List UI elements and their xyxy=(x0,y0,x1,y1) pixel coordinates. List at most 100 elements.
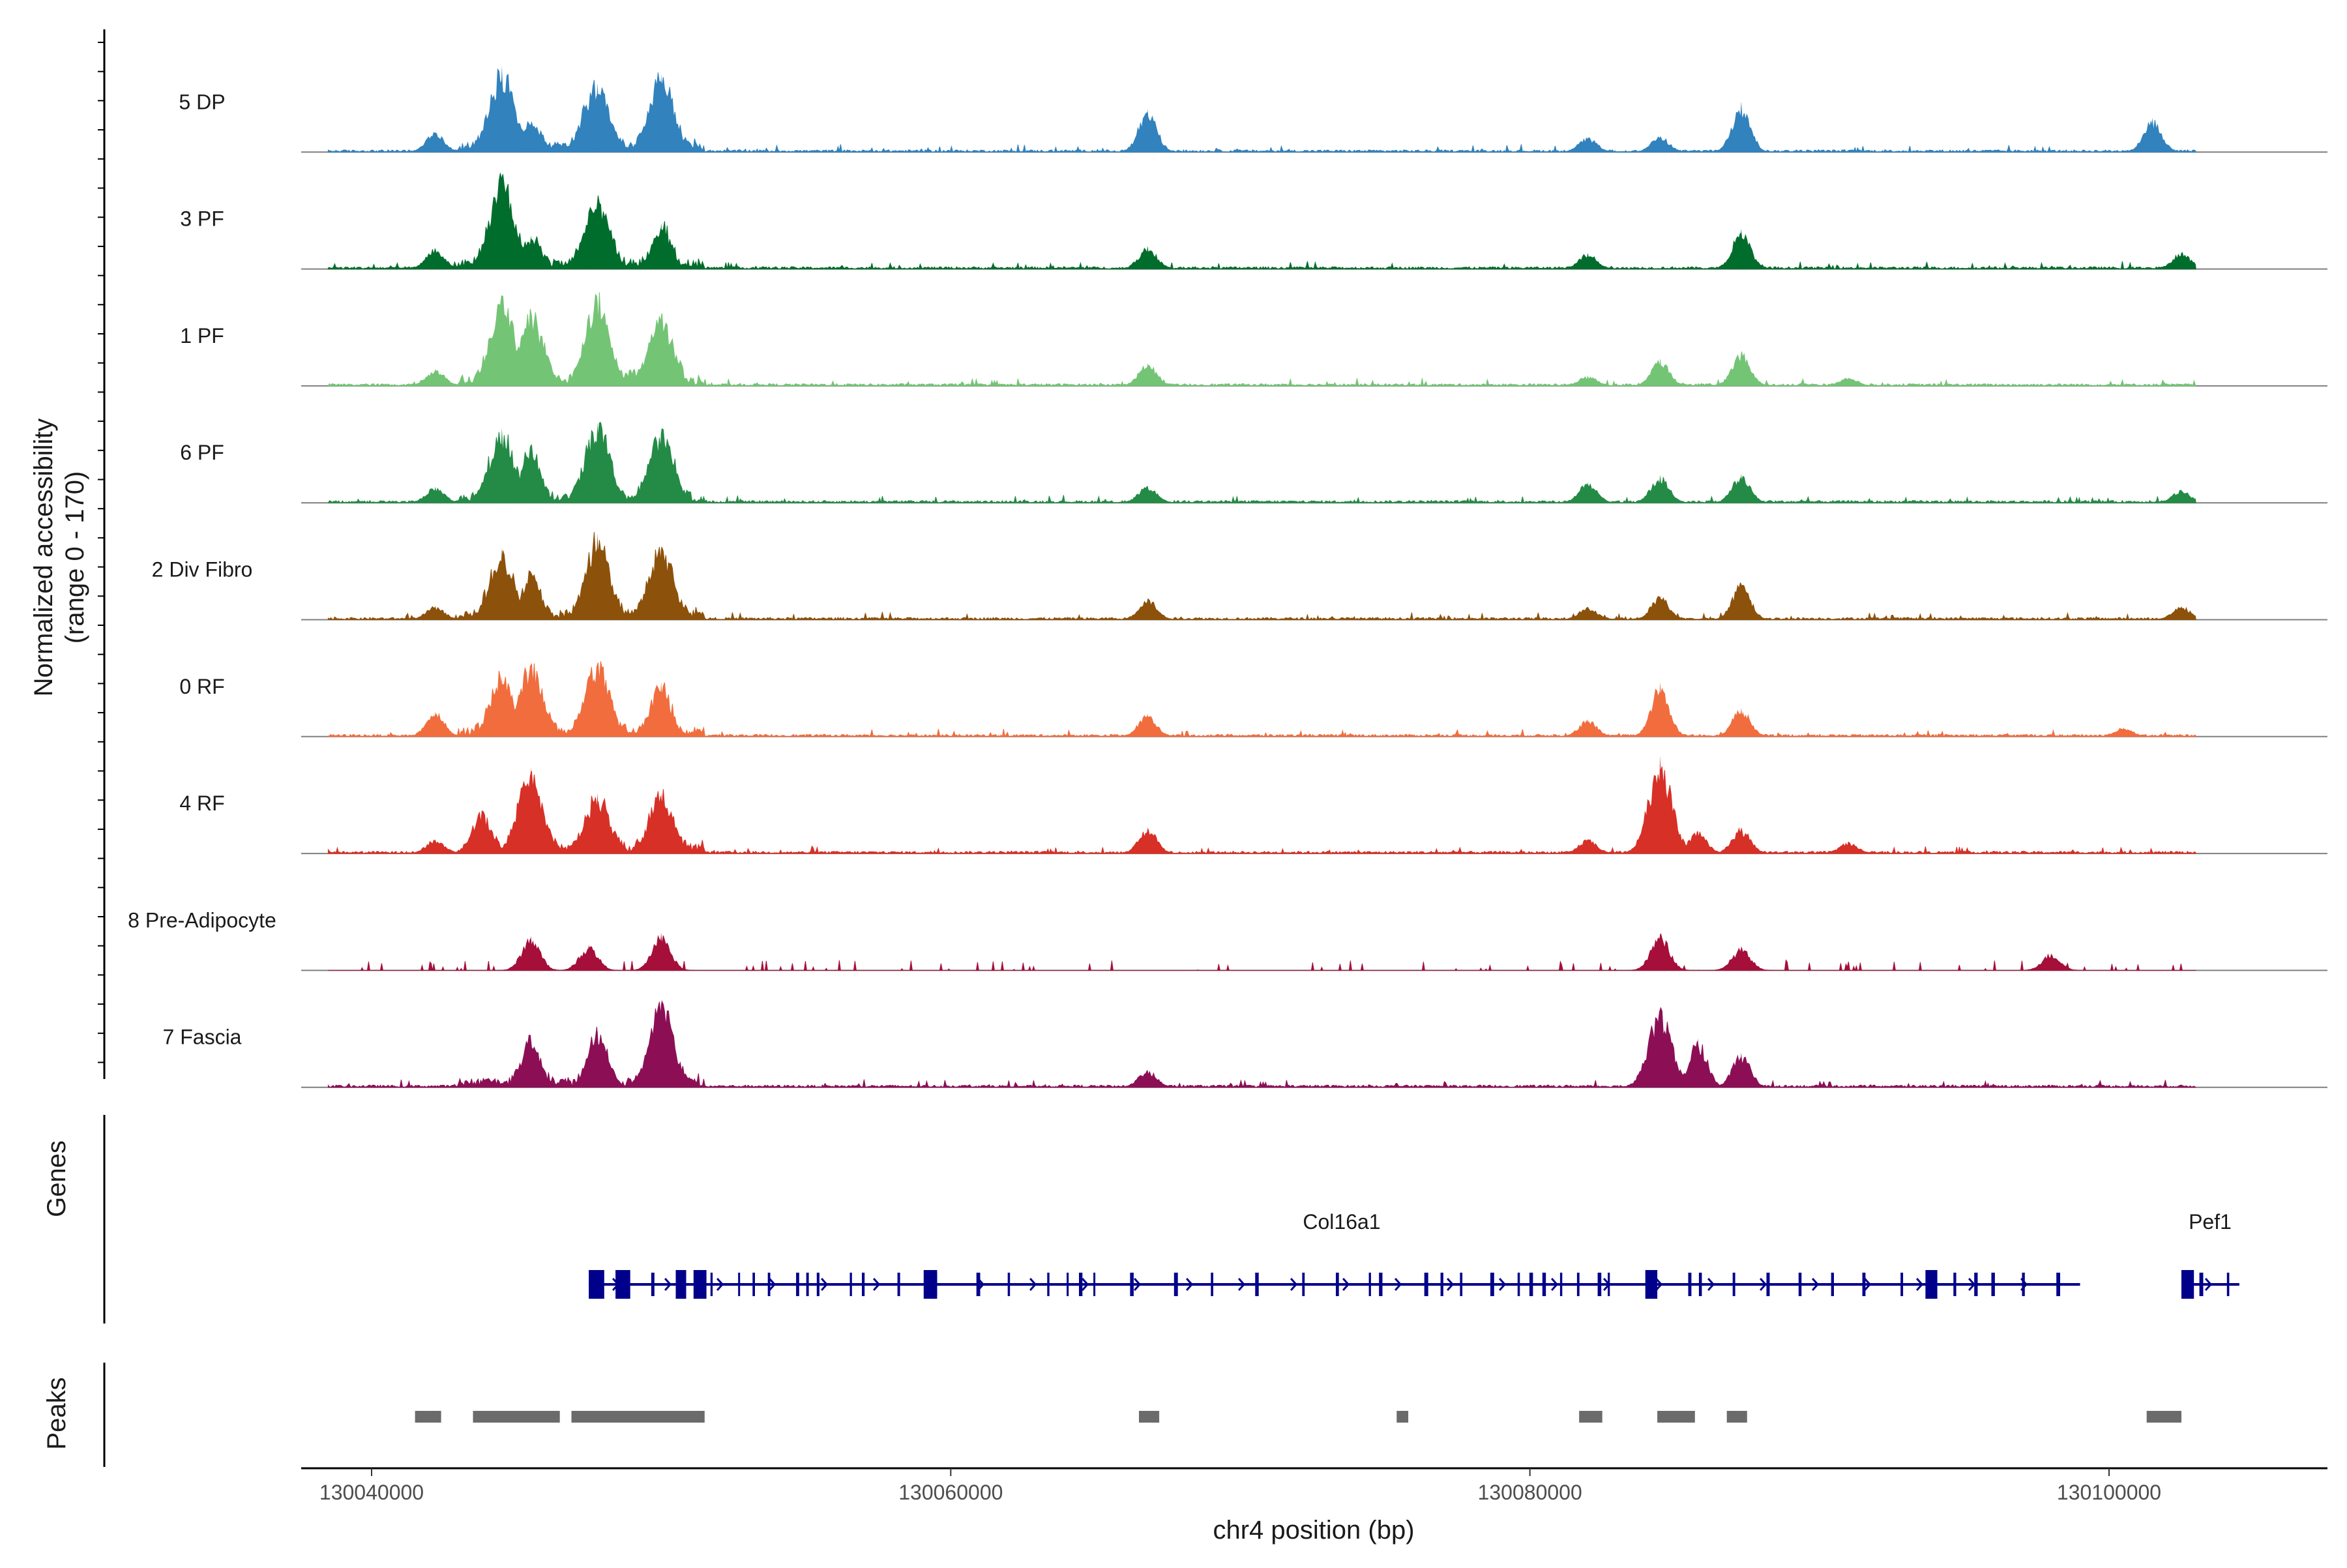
strand-arrow xyxy=(1707,1278,1715,1291)
exon xyxy=(1440,1273,1443,1296)
coverage-area xyxy=(328,933,2196,972)
strand-arrow xyxy=(1082,1278,1089,1291)
exon xyxy=(1608,1273,1610,1296)
coverage-peak xyxy=(1694,830,1702,854)
peaks-title: Peaks xyxy=(42,1377,71,1449)
exon xyxy=(2226,1273,2230,1296)
coverage-peak xyxy=(658,74,665,153)
coverage-peak xyxy=(594,662,601,737)
coverage-peak xyxy=(527,936,535,971)
y-axis-subtitle: (range 0 - 170) xyxy=(61,471,89,644)
coverage-area xyxy=(327,68,2197,153)
exon xyxy=(1174,1273,1178,1296)
track-6-pf xyxy=(301,422,2327,504)
strand-arrow xyxy=(1812,1278,1820,1291)
coverage-peak xyxy=(1845,842,1852,854)
coverage-peak xyxy=(1144,598,1151,620)
coverage-peak xyxy=(1737,228,1745,269)
peak-region xyxy=(473,1411,560,1423)
strand-arrow xyxy=(1655,1278,1663,1291)
x-tick-label: 130060000 xyxy=(898,1481,1003,1504)
y-axis-title: Normalized accessibility xyxy=(29,419,58,697)
coverage-peak xyxy=(1584,719,1591,737)
coverage-peak xyxy=(594,533,601,620)
track-7-fascia xyxy=(301,1000,2327,1088)
coverage-peak xyxy=(527,767,535,854)
exon xyxy=(1047,1273,1050,1296)
coverage-peak xyxy=(1657,358,1664,386)
exon xyxy=(1460,1273,1463,1296)
coverage-area xyxy=(327,766,2197,855)
coverage-peak xyxy=(2048,953,2055,971)
track-label: 6 PF xyxy=(180,441,224,464)
coverage-peak xyxy=(1144,713,1151,737)
gene-label: Pef1 xyxy=(2189,1210,2232,1234)
exon xyxy=(1067,1273,1069,1296)
exon xyxy=(862,1273,865,1296)
coverage-peak xyxy=(658,428,665,503)
strand-arrow xyxy=(1134,1278,1142,1291)
strand-arrow xyxy=(873,1278,881,1291)
track-labels: 5 DP 3 PF 1 PF 6 PF 2 Div Fibro 0 RF 4 RF 8 Pre… xyxy=(128,90,276,1048)
exon xyxy=(1766,1273,1770,1296)
coverage-peak xyxy=(1737,101,1745,153)
strand-arrow xyxy=(1342,1278,1350,1291)
coverage-peak xyxy=(2178,252,2185,269)
strand-arrow xyxy=(664,1278,672,1291)
coverage-peak xyxy=(585,944,593,971)
coverage-area xyxy=(327,661,2197,737)
coverage-peak xyxy=(594,422,601,503)
exon xyxy=(897,1273,900,1296)
coverage-peak xyxy=(1144,246,1151,269)
exon xyxy=(796,1273,799,1296)
exon xyxy=(1368,1273,1371,1296)
coverage-peak xyxy=(1737,707,1745,737)
exon xyxy=(1093,1273,1096,1296)
x-tick-label: 130040000 xyxy=(319,1481,424,1504)
exon xyxy=(1007,1273,1011,1296)
strand-arrow xyxy=(1864,1278,1872,1291)
coverage-peak xyxy=(527,311,535,386)
coverage-peak xyxy=(1845,377,1852,386)
exon xyxy=(1490,1273,1494,1296)
exon xyxy=(738,1273,741,1296)
exon xyxy=(1974,1273,1978,1296)
x-tick-label: 130100000 xyxy=(2057,1481,2161,1504)
exon xyxy=(1517,1273,1520,1296)
strand-arrow xyxy=(1551,1278,1559,1291)
coverage-peak xyxy=(432,839,439,854)
exon xyxy=(1576,1273,1580,1296)
strand-arrow xyxy=(1447,1278,1454,1291)
coverage-area xyxy=(327,422,2196,504)
coverage-peak xyxy=(2178,490,2185,503)
exon xyxy=(1079,1273,1083,1296)
coverage-peak xyxy=(1584,252,1591,269)
exon xyxy=(1798,1273,1802,1296)
coverage-peak xyxy=(1584,137,1591,153)
exon xyxy=(1302,1273,1305,1296)
coverage-tracks xyxy=(98,29,2327,1088)
coverage-peak xyxy=(1694,1038,1702,1087)
peak-region xyxy=(415,1411,441,1423)
exon xyxy=(1862,1273,1866,1296)
coverage-peak xyxy=(478,813,485,854)
exon xyxy=(1645,1270,1658,1299)
coverage-peak xyxy=(1737,582,1745,620)
coverage-peak xyxy=(658,682,665,737)
coverage-peak xyxy=(585,234,593,269)
exon xyxy=(2022,1273,2025,1296)
coverage-peak xyxy=(1657,136,1664,153)
coverage-peak xyxy=(1737,351,1745,386)
track-label: 8 Pre-Adipocyte xyxy=(128,908,276,932)
coverage-peak xyxy=(628,374,636,386)
coverage-peak xyxy=(498,428,505,503)
exon xyxy=(1831,1273,1834,1296)
coverage-peak xyxy=(1657,1007,1664,1087)
strand-arrow xyxy=(2204,1278,2213,1291)
peak-region xyxy=(2146,1411,2181,1423)
coverage-peak xyxy=(432,368,439,386)
strand-arrow xyxy=(1290,1278,1298,1291)
exon xyxy=(1688,1273,1692,1296)
strand-arrow xyxy=(821,1278,829,1291)
exon xyxy=(2199,1273,2204,1296)
